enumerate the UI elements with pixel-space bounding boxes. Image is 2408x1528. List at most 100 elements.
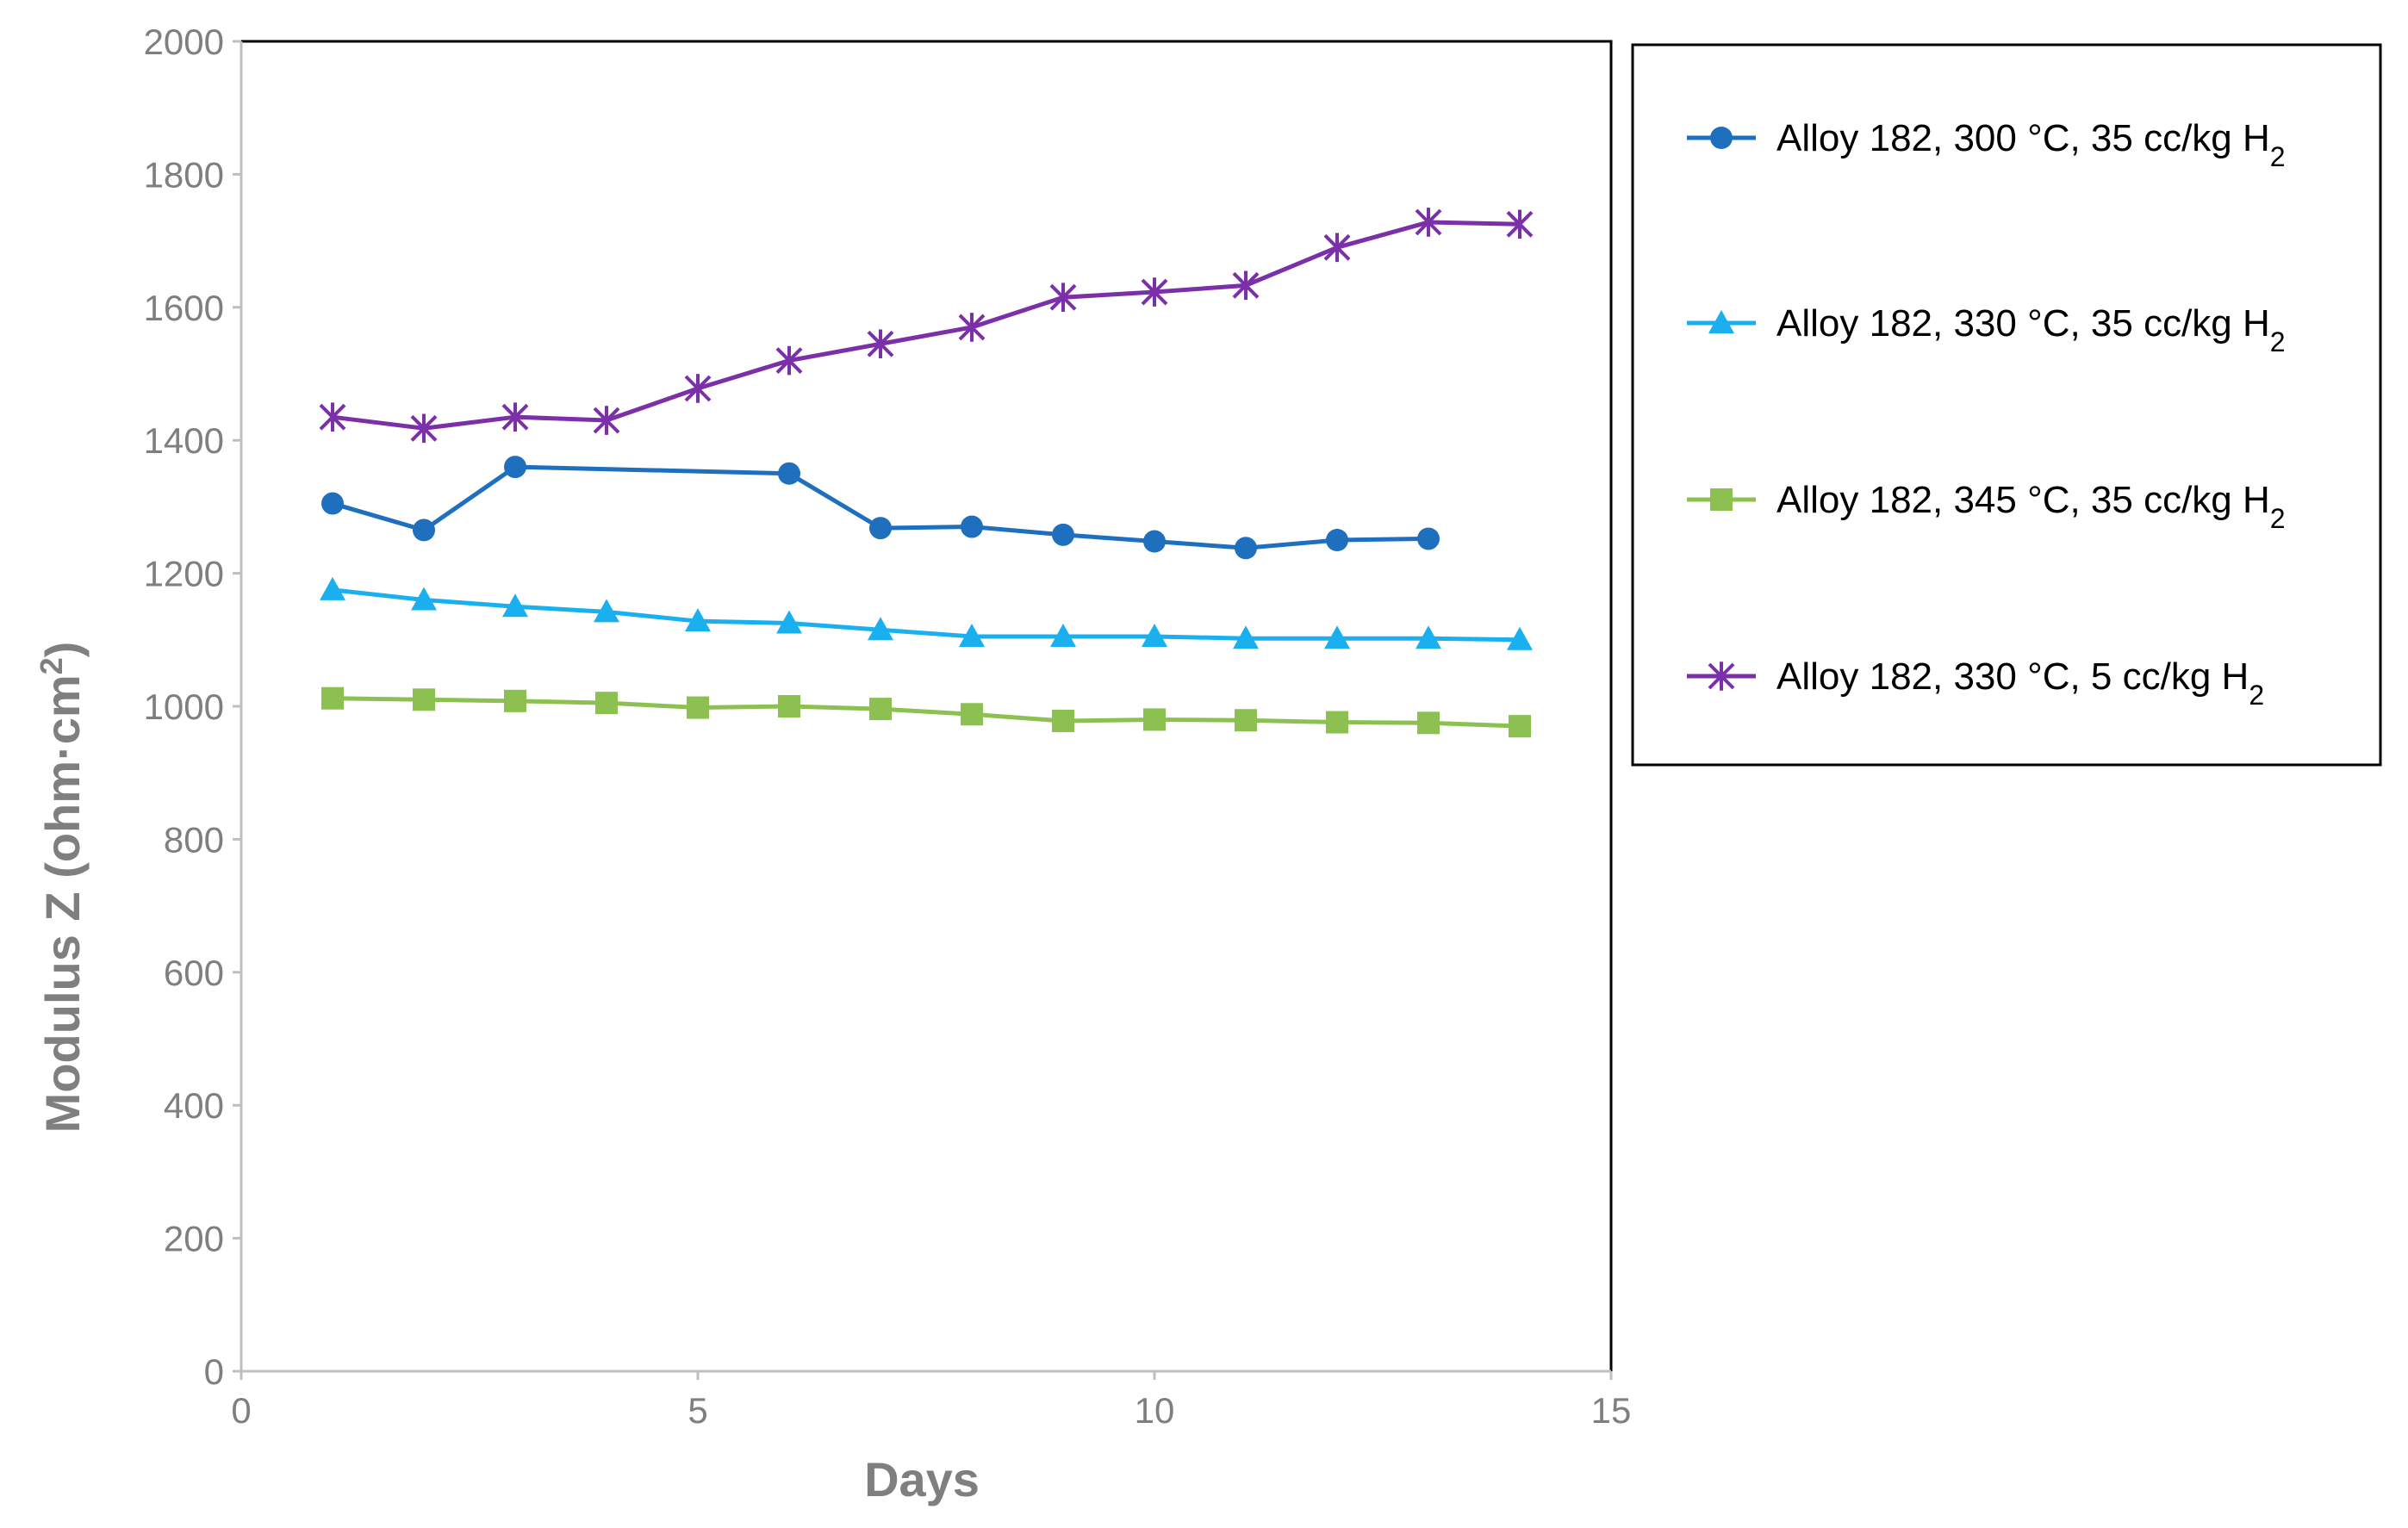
series-3: [321, 686, 1531, 738]
y-axis-title-main: Modulus Z (ohm·cm: [35, 674, 90, 1133]
legend-swatch-marker: [1708, 662, 1735, 691]
y-tick-label: 1400: [144, 420, 224, 461]
legend-label: Alloy 182, 345 °C, 35 cc/kg H2: [1776, 479, 2286, 534]
data-point: [961, 515, 983, 538]
x-tick-label: 5: [688, 1390, 707, 1431]
y-tick-label: 1600: [144, 288, 224, 328]
data-point: [1326, 711, 1348, 734]
legend: Alloy 182, 300 °C, 35 cc/kg H2 Alloy 182,…: [1631, 43, 2382, 767]
series-2-line: [332, 587, 1521, 643]
y-tick-label: 600: [164, 953, 224, 993]
data-point: [504, 689, 526, 712]
y-tick-label: 200: [164, 1219, 224, 1259]
data-point: [1417, 527, 1440, 550]
y-tick-label: 0: [204, 1351, 224, 1392]
data-point: [1052, 523, 1074, 546]
data-point: [867, 329, 894, 359]
data-point: [776, 610, 802, 634]
data-point: [1507, 626, 1533, 650]
data-point: [1049, 283, 1077, 313]
series-2: [320, 576, 1533, 650]
data-point: [1050, 623, 1076, 647]
data-point: [502, 593, 528, 618]
data-point: [778, 462, 800, 485]
data-point: [504, 456, 526, 479]
data-point: [1142, 623, 1167, 647]
data-point: [320, 576, 345, 600]
series-1: [321, 456, 1440, 560]
data-point: [1143, 708, 1166, 731]
data-point: [501, 402, 529, 432]
y-axis-ticks: 0 200 400 600 800 1000 1200 1400 1600 1800 2000: [144, 22, 241, 1392]
data-point: [961, 703, 983, 726]
plot-area: [240, 40, 1613, 1373]
legend-entry-3: Alloy 182, 345 °C, 35 cc/kg H2: [1687, 479, 2286, 534]
series-4-line: [332, 220, 1521, 431]
data-point: [1235, 537, 1257, 560]
data-point: [595, 692, 618, 715]
x-tick-label: 15: [1591, 1390, 1632, 1431]
data-point: [1052, 709, 1074, 732]
x-axis-ticks: 0 5 10 15: [231, 1371, 1631, 1431]
y-tick-label: 1000: [144, 686, 224, 727]
legend-label: Alloy 182, 300 °C, 35 cc/kg H2: [1776, 117, 2286, 172]
data-point: [1326, 529, 1348, 551]
x-axis-title: Days: [864, 1452, 980, 1506]
legend-box: [1631, 43, 2382, 767]
y-axis-title: Modulus Z (ohm·cm2): [34, 642, 90, 1134]
data-point: [778, 695, 800, 717]
data-point: [321, 686, 344, 710]
legend-entry-1: Alloy 182, 300 °C, 35 cc/kg H2: [1687, 117, 2286, 172]
data-point: [1324, 625, 1350, 649]
x-tick-label: 0: [231, 1390, 251, 1431]
y-tick-label: 1800: [144, 154, 224, 195]
plot-border: [240, 40, 1613, 1373]
legend-swatch-marker: [1710, 127, 1733, 149]
y-tick-label: 800: [164, 819, 224, 860]
data-point: [1233, 625, 1259, 649]
y-tick-label: 2000: [144, 22, 224, 62]
legend-swatch-marker: [1710, 488, 1733, 511]
legend-entry-4: Alloy 182, 330 °C, 5 cc/kg H2: [1687, 655, 2264, 711]
y-axis-title-close: ): [35, 642, 90, 658]
data-point: [321, 492, 344, 515]
data-point: [868, 617, 893, 641]
data-point: [1235, 709, 1257, 732]
data-point: [1506, 209, 1534, 239]
data-point: [593, 406, 620, 435]
data-point: [775, 345, 803, 376]
data-point: [410, 413, 438, 444]
legend-label: Alloy 182, 330 °C, 5 cc/kg H2: [1776, 655, 2264, 711]
data-point: [319, 402, 346, 432]
series-layer: [319, 208, 1534, 738]
data-point: [1141, 277, 1168, 307]
legend-label: Alloy 182, 330 °C, 35 cc/kg H2: [1776, 302, 2286, 357]
data-point: [684, 374, 712, 403]
series-3-line: [332, 696, 1521, 729]
data-point: [869, 698, 892, 721]
data-point: [958, 313, 986, 342]
data-point: [1143, 530, 1166, 553]
data-point: [1417, 711, 1440, 735]
x-tick-label: 10: [1135, 1390, 1175, 1431]
data-point: [685, 608, 711, 632]
data-point: [413, 519, 435, 542]
legend-entry-2: Alloy 182, 330 °C, 35 cc/kg H2: [1687, 302, 2286, 357]
legend-swatch-marker: [1708, 310, 1734, 333]
data-point: [411, 587, 437, 611]
y-tick-label: 400: [164, 1085, 224, 1126]
y-axis-title-sup: 2: [34, 657, 69, 674]
series-4: [319, 208, 1534, 444]
data-point: [959, 623, 985, 647]
data-point: [1416, 625, 1441, 649]
data-point: [594, 599, 619, 623]
y-tick-label: 1200: [144, 554, 224, 594]
data-point: [1415, 208, 1442, 237]
data-point: [1232, 270, 1260, 301]
data-point: [413, 688, 435, 711]
data-point: [1509, 715, 1531, 738]
data-point: [869, 517, 892, 540]
data-point: [1323, 233, 1351, 263]
data-point: [687, 696, 709, 719]
